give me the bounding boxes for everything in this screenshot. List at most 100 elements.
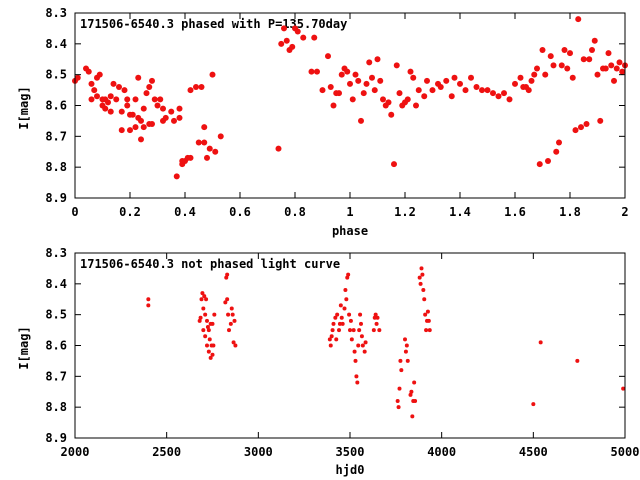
- x-axis-label: phase: [332, 224, 368, 238]
- data-point: [352, 349, 357, 354]
- data-point: [201, 306, 206, 311]
- data-points: [146, 266, 626, 419]
- data-point: [210, 352, 215, 357]
- data-point: [393, 62, 400, 69]
- data-point: [121, 87, 128, 94]
- y-tick-label: 8.4: [45, 37, 67, 51]
- data-point: [403, 337, 407, 342]
- data-point: [340, 321, 345, 326]
- data-point: [149, 77, 155, 84]
- data-point: [363, 80, 370, 87]
- data-point: [363, 340, 368, 345]
- data-point: [209, 71, 216, 78]
- data-point: [338, 71, 345, 78]
- y-tick-label: 8.8: [45, 160, 67, 174]
- data-point: [419, 266, 424, 271]
- data-point: [410, 74, 417, 81]
- x-tick-label: 0.2: [119, 205, 141, 219]
- data-point: [356, 343, 361, 348]
- y-tick-label: 8.6: [45, 99, 67, 113]
- data-point: [572, 127, 579, 134]
- data-point: [314, 68, 320, 75]
- data-point: [404, 96, 411, 103]
- data-point: [575, 16, 582, 23]
- data-point: [232, 318, 237, 323]
- data-point: [187, 87, 194, 94]
- data-point: [547, 53, 554, 60]
- x-tick-label: 1.4: [449, 205, 471, 219]
- data-point: [342, 306, 347, 311]
- data-point: [594, 71, 601, 78]
- data-point: [187, 154, 194, 161]
- data-point: [398, 358, 403, 363]
- data-point: [412, 380, 417, 385]
- data-point: [143, 90, 150, 97]
- data-point: [205, 343, 209, 348]
- data-point: [583, 121, 590, 127]
- data-point: [388, 111, 395, 118]
- data-point: [105, 99, 111, 106]
- data-point: [410, 414, 415, 419]
- data-point: [468, 74, 474, 81]
- data-point: [207, 337, 212, 342]
- y-tick-label: 8.5: [45, 68, 67, 82]
- data-point: [127, 127, 133, 134]
- data-point: [140, 105, 147, 112]
- data-point: [211, 343, 216, 348]
- data-point: [176, 105, 183, 112]
- data-point: [403, 349, 408, 354]
- data-point: [231, 340, 236, 345]
- data-point: [205, 318, 209, 323]
- data-point: [462, 87, 469, 94]
- data-point: [619, 68, 626, 75]
- data-point: [203, 312, 208, 317]
- data-point: [495, 93, 502, 100]
- data-point: [344, 68, 351, 75]
- data-point: [564, 65, 571, 72]
- data-point: [337, 328, 341, 333]
- unphased-light-curve-panel: 171506-6540.3 not phased light curve hjd…: [17, 246, 639, 477]
- data-point: [160, 105, 166, 112]
- x-tick-label: 0.8: [284, 205, 306, 219]
- x-tick-label: 4000: [427, 445, 456, 459]
- data-point: [346, 272, 351, 277]
- data-point: [201, 139, 208, 146]
- data-point: [479, 87, 485, 94]
- data-point: [118, 108, 125, 115]
- data-point: [534, 65, 540, 72]
- data-point: [212, 312, 217, 317]
- data-point: [578, 124, 584, 131]
- phased-light-curve-panel: 171506-6540.3 phased with P=135.70day ph…: [17, 6, 629, 238]
- data-point: [333, 315, 338, 320]
- data-point: [621, 386, 626, 391]
- data-point: [351, 328, 356, 333]
- data-point: [212, 148, 219, 155]
- x-tick-label: 0: [71, 205, 78, 219]
- x-tick-label: 1.6: [504, 205, 526, 219]
- data-point: [132, 124, 139, 131]
- data-point: [512, 80, 518, 87]
- data-point: [418, 281, 423, 286]
- data-point: [154, 102, 161, 109]
- data-point: [198, 315, 203, 320]
- data-point: [140, 124, 147, 131]
- data-point: [437, 84, 444, 90]
- data-point: [275, 145, 282, 152]
- data-point: [343, 288, 348, 292]
- data-point: [225, 297, 230, 302]
- data-point: [545, 158, 551, 164]
- x-tick-label: 1.8: [559, 205, 581, 219]
- y-tick-label: 8.4: [45, 277, 67, 291]
- data-point: [208, 355, 213, 360]
- data-point: [348, 328, 352, 333]
- data-point: [113, 96, 120, 103]
- data-point: [448, 93, 455, 100]
- data-point: [404, 343, 409, 348]
- y-tick-label: 8.3: [45, 6, 67, 20]
- data-point: [224, 275, 229, 280]
- data-point: [420, 272, 425, 277]
- data-point: [162, 114, 169, 121]
- data-point: [206, 328, 211, 333]
- data-point: [311, 34, 318, 41]
- data-point: [357, 328, 362, 333]
